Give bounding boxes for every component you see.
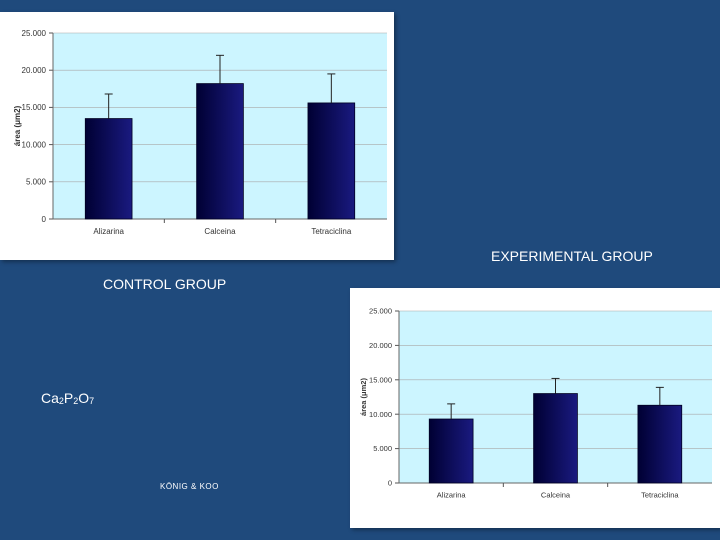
y-tick-label: 5.000 <box>373 444 392 453</box>
x-tick-label: Alizarina <box>437 491 467 500</box>
y-axis-label: área (μm2) <box>13 105 22 146</box>
y-tick-label: 0 <box>388 479 392 488</box>
y-tick-label: 5.000 <box>26 178 47 187</box>
y-tick-label: 25.000 <box>22 29 47 38</box>
experimental-bar-chart: 0 5.000 10.000 15.000 20.000 25.000 Alizarina C… <box>359 307 712 500</box>
bar-tetraciclina <box>307 102 356 220</box>
x-tick-label: Calceina <box>204 227 236 236</box>
bar-tetraciclina <box>637 404 683 484</box>
bar-calceina <box>196 83 244 220</box>
credit-text: KÖNIG & KOO <box>160 482 219 491</box>
bar-alizarina <box>84 118 133 220</box>
y-tick-label: 15.000 <box>369 375 392 384</box>
x-tick-label: Alizarina <box>93 227 124 236</box>
bar-alizarina <box>428 418 474 484</box>
bar-calceina <box>533 393 578 484</box>
y-axis-label: área (μm2) <box>359 378 368 416</box>
y-tick-label: 10.000 <box>369 410 392 419</box>
y-tick-label: 15.000 <box>22 103 47 112</box>
y-tick-label: 20.000 <box>369 341 392 350</box>
control-bar-chart: 0 5.000 10.000 15.000 20.000 25.000 Alizarina C… <box>13 29 387 236</box>
chemical-formula: Ca2P2O7 <box>41 390 95 406</box>
control-group-label: CONTROL GROUP <box>103 276 227 292</box>
experimental-group-label: EXPERIMENTAL GROUP <box>491 248 653 264</box>
x-tick-label: Calceina <box>541 491 571 500</box>
y-tick-label: 10.000 <box>22 140 47 149</box>
x-tick-label: Tetraciclina <box>641 491 679 500</box>
y-tick-label: 25.000 <box>369 307 392 316</box>
x-tick-label: Tetraciclina <box>311 227 352 236</box>
y-tick-label: 20.000 <box>22 66 47 75</box>
experimental-chart-panel: 0 5.000 10.000 15.000 20.000 25.000 Alizarina C… <box>350 288 720 528</box>
y-tick-label: 0 <box>42 215 47 224</box>
control-chart-panel: 0 5.000 10.000 15.000 20.000 25.000 Alizarina C… <box>0 12 394 260</box>
